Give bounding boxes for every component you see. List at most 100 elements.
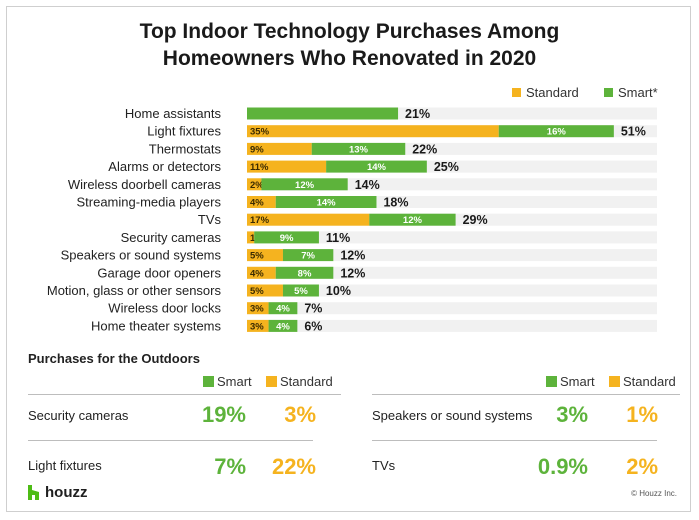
outdoor-right-smart-label: Smart: [560, 374, 595, 389]
outdoor-left-legend-smart: Smart: [203, 374, 252, 389]
outdoor-right-row-2-smart: 0.9%: [537, 454, 588, 479]
row-13-standard-label: 3%: [250, 321, 264, 332]
row-4-smart-label: 14%: [367, 162, 387, 173]
houzz-logo: houzz: [27, 484, 88, 501]
row-8-track: [247, 231, 657, 244]
legend-standard-swatch: [512, 88, 521, 97]
row-2-smart-label: 16%: [547, 127, 567, 138]
row-2-standard-label: 35%: [250, 127, 270, 138]
row-7-total-label: 29%: [463, 213, 488, 227]
outdoor-left-smart-label: Smart: [217, 374, 252, 389]
row-5-track: [247, 178, 657, 191]
outdoor-left-row-2-label: Light fixtures: [28, 458, 102, 473]
row-12-smart-label: 4%: [276, 304, 290, 315]
row-7-standard-bar: [247, 213, 370, 226]
row-13-smart-label: 4%: [276, 321, 290, 332]
row-8-smart-label: 9%: [280, 233, 294, 244]
outdoor-right-legend-standard: Standard: [609, 374, 676, 389]
row-13-category-label: Home theater systems: [91, 318, 222, 333]
row-9-smart-label: 7%: [301, 251, 315, 262]
outdoor-right-mid-rule: [372, 440, 657, 441]
row-5-standard-label: 2%: [250, 180, 264, 191]
row-6-category-label: Streaming-media players: [76, 195, 221, 210]
row-10-standard-bar: [247, 266, 276, 279]
row-9-standard-bar: [247, 249, 283, 262]
row-10-total-label: 12%: [340, 266, 365, 280]
row-2-smart-bar: [498, 125, 614, 138]
row-10-smart-label: 8%: [298, 268, 312, 279]
outdoor-right-row-1-smart: 3%: [556, 402, 588, 427]
row-1-total-label: 21%: [405, 107, 430, 121]
row-10-standard-label: 4%: [250, 268, 264, 279]
row-11-smart-label: 5%: [294, 286, 308, 297]
outdoor-right-standard-label: Standard: [623, 374, 676, 389]
outdoor-right-row-1-label: Speakers or sound systems: [372, 408, 533, 423]
houzz-logo-icon: [28, 485, 39, 500]
row-10-category-label: Garage door openers: [97, 265, 221, 280]
row-9-track: [247, 249, 657, 262]
row-5-standard-bar: [247, 178, 262, 191]
title-line-1: Top Indoor Technology Purchases Among: [139, 20, 560, 43]
outdoor-right-legend-smart: Smart: [546, 374, 595, 389]
row-6-smart-label: 14%: [317, 198, 337, 209]
outdoor-left-standard-label: Standard: [280, 374, 333, 389]
row-13-track: [247, 319, 657, 332]
row-6-total-label: 18%: [383, 196, 408, 210]
row-11-total-label: 10%: [326, 284, 351, 298]
row-4-total-label: 25%: [434, 160, 459, 174]
row-3-standard-label: 9%: [250, 144, 264, 155]
row-9-total-label: 12%: [340, 249, 365, 263]
row-5-smart-label: 12%: [295, 180, 315, 191]
row-9-category-label: Speakers or sound systems: [61, 248, 222, 263]
row-12-track: [247, 302, 657, 315]
row-2-category-label: Light fixtures: [147, 124, 221, 139]
legend-smart-label: Smart*: [618, 85, 658, 100]
row-4-standard-label: 11%: [250, 162, 269, 173]
outdoor-left-row-1-standard: 3%: [284, 402, 316, 427]
outdoor-right-row-2-standard: 2%: [626, 454, 658, 479]
indoor-bar-chart: Home assistants 21% Light fixtures 35% 16% 51…: [47, 106, 657, 333]
row-8-standard-bar: [247, 231, 255, 244]
row-1-smart-bar: [247, 107, 399, 120]
row-9-standard-label: 5%: [250, 251, 264, 262]
outdoor-left-standard-swatch: [266, 376, 277, 387]
row-5-smart-bar: [261, 178, 348, 191]
row-7-smart-label: 12%: [403, 215, 423, 226]
row-7-smart-bar: [369, 213, 456, 226]
legend-smart: Smart*: [604, 85, 658, 100]
outdoor-left-top-rule: [28, 394, 341, 395]
chart-title: Top Indoor Technology Purchases Among Ho…: [0, 18, 699, 72]
row-8-smart-bar: [254, 231, 319, 244]
row-7-category-label: TVs: [198, 212, 222, 227]
row-11-standard-bar: [247, 284, 283, 297]
row-4-category-label: Alarms or detectors: [108, 159, 221, 174]
row-8-total-label: 11%: [326, 231, 350, 245]
row-4-standard-bar: [247, 160, 327, 173]
copyright: © Houzz Inc.: [631, 489, 677, 498]
row-11-track: [247, 284, 657, 297]
legend-smart-swatch: [604, 88, 613, 97]
outdoor-heading: Purchases for the Outdoors: [28, 351, 200, 366]
row-13-standard-bar: [247, 319, 269, 332]
row-10-smart-bar: [275, 266, 334, 279]
row-11-standard-label: 5%: [250, 286, 264, 297]
outdoor-right-row-1-standard: 1%: [626, 402, 658, 427]
outdoor-left-smart-swatch: [203, 376, 214, 387]
outdoor-right-smart-swatch: [546, 376, 557, 387]
row-3-category-label: Thermostats: [149, 141, 222, 156]
row-12-total-label: 7%: [304, 302, 322, 316]
row-3-standard-bar: [247, 142, 312, 155]
row-13-total-label: 6%: [304, 319, 322, 333]
row-9-smart-bar: [282, 249, 334, 262]
row-1-category-label: Home assistants: [125, 106, 222, 121]
row-2-standard-bar: [247, 125, 499, 138]
outdoor-left-legend-standard: Standard: [266, 374, 333, 389]
outdoor-left-row-2-smart: 7%: [214, 454, 246, 479]
outdoor-left-mid-rule: [28, 440, 313, 441]
row-12-category-label: Wireless door locks: [108, 301, 221, 316]
legend-standard-label: Standard: [526, 85, 579, 100]
row-3-total-label: 22%: [412, 142, 437, 156]
row-5-category-label: Wireless doorbell cameras: [68, 177, 222, 192]
row-12-smart-bar: [268, 302, 298, 315]
row-2-total-label: 51%: [621, 125, 646, 139]
